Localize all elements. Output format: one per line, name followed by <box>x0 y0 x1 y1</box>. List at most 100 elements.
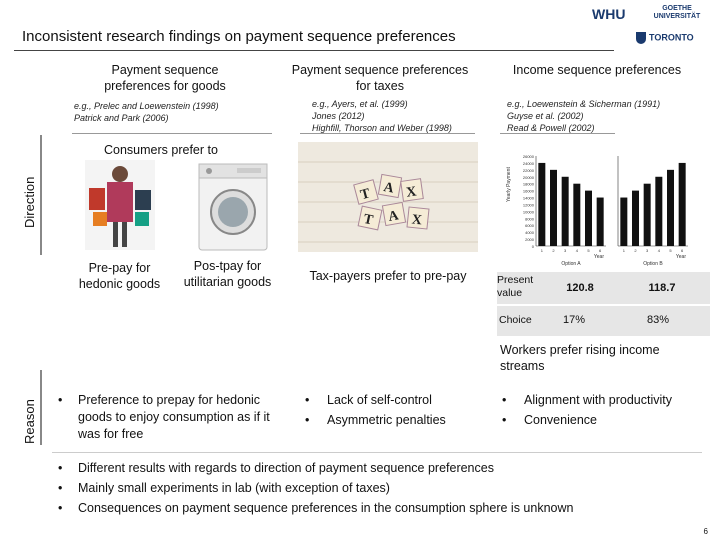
taxes-cite-1: e.g., Ayers, et al. (1999) <box>312 99 408 109</box>
goods-separator <box>72 133 272 134</box>
svg-text:X: X <box>405 184 417 200</box>
chart-ytick-label: 18000 <box>523 182 535 187</box>
shopping-bag-red <box>89 188 105 210</box>
present-value-b: 118.7 <box>648 282 676 294</box>
goods-reason-list: • Preference to prepay for hedonic goods… <box>58 392 283 443</box>
income-stream-chart: Yearly Payment02000400060008000100001200… <box>506 154 688 267</box>
chart-ytick-label: 26000 <box>523 154 535 159</box>
income-cite-1: e.g., Loewenstein & Sicherman (1991) <box>507 99 661 109</box>
svg-text:A: A <box>382 180 395 197</box>
summary-item-3: Consequences on payment sequence prefere… <box>78 501 574 515</box>
chart-bar <box>585 190 592 246</box>
svg-text:T: T <box>362 212 375 229</box>
taxes-citations: e.g., Ayers, et al. (1999) Jones (2012) … <box>312 98 492 134</box>
postpay-utilitarian-label: Pos-tpay for utilitarian goods <box>183 259 272 289</box>
tax-dice-image: T A X T A X <box>298 142 478 252</box>
chart-panel-name: Option A <box>561 261 581 267</box>
chart-xlabel: Year <box>594 254 604 260</box>
direction-bar <box>40 135 42 255</box>
chart-xtick-label: 4 <box>576 248 579 253</box>
chart-ytick-label: 24000 <box>523 161 535 166</box>
summary-list: • Different results with regards to direc… <box>58 460 708 520</box>
title-divider <box>14 50 614 51</box>
income-separator <box>500 133 615 134</box>
taxpayers-prefer-label: Tax-payers prefer to pre-pay <box>309 269 467 283</box>
chart-ytick-label: 10000 <box>523 209 535 214</box>
chart-xtick-label: 3 <box>646 248 649 253</box>
chart-bar <box>667 169 674 246</box>
chart-bar <box>561 176 569 246</box>
chart-xtick-label: 6 <box>681 248 684 253</box>
list-item: • Consequences on payment sequence prefer… <box>58 500 708 520</box>
chart-ytick-label: 6000 <box>525 223 535 228</box>
list-item: • Lack of self-control <box>305 392 485 412</box>
goods-cite-2: Patrick and Park (2006) <box>74 113 169 123</box>
chart-xtick-label: 4 <box>658 248 661 253</box>
taxes-reason-1: Lack of self-control <box>327 393 432 407</box>
income-reason-2: Convenience <box>524 413 597 427</box>
chart-xtick-label: 5 <box>669 248 672 253</box>
goods-cite-1: e.g., Prelec and Loewenstein (1998) <box>74 101 219 111</box>
goods-heading: Payment sequence preferences for goods <box>104 63 226 93</box>
chart-xtick-label: 5 <box>587 248 590 253</box>
bullet: • <box>58 461 63 475</box>
taxes-reason-list: • Lack of self-control • Asymmetric penalt… <box>305 392 485 432</box>
chart-xtick-label: 2 <box>634 248 637 253</box>
bullet: • <box>502 413 507 427</box>
chart-ytick-label: 0 <box>532 244 535 249</box>
list-item: • Convenience <box>502 412 712 432</box>
chart-xtick-label: 1 <box>623 248 626 253</box>
taxes-cite-3: Highfill, Thorson and Weber (1998) <box>312 123 452 133</box>
bullet: • <box>58 501 63 515</box>
chart-panel-name: Option B <box>643 261 663 267</box>
goods-citations: e.g., Prelec and Loewenstein (1998) Patr… <box>74 100 284 124</box>
shopper-head <box>112 166 128 182</box>
chart-bar <box>550 169 557 246</box>
chart-ytick-label: 20000 <box>523 175 535 180</box>
reason-bar <box>40 370 42 445</box>
list-item: • Mainly small experiments in lab (with e… <box>58 480 708 500</box>
bullet: • <box>502 393 507 407</box>
chart-ytick-label: 14000 <box>523 196 535 201</box>
slide-title: Inconsistent research findings on paymen… <box>22 28 456 45</box>
income-heading: Income sequence preferences <box>512 63 682 77</box>
goods-reason-item: Preference to prepay for hedonic goods t… <box>78 393 270 441</box>
bullet: • <box>305 393 310 407</box>
prepay-hedonic-label: Pre-pay for hedonic goods <box>78 261 161 291</box>
chart-ylabel: Yearly Payment <box>506 167 512 202</box>
chart-bar <box>655 176 663 246</box>
summary-item-2: Mainly small experiments in lab (with ex… <box>78 481 390 495</box>
taxes-cite-2: Jones (2012) <box>312 111 365 121</box>
chart-bar <box>596 197 604 246</box>
chart-bar <box>678 162 686 246</box>
bullet: • <box>58 393 63 407</box>
chart-bar <box>632 190 639 246</box>
toronto-logo-text: TORONTO <box>649 32 694 43</box>
toronto-crest-icon <box>636 32 646 44</box>
present-value-a: 120.8 <box>566 282 594 294</box>
taxes-heading: Payment sequence preferences for taxes <box>291 63 469 93</box>
shopping-bag-pink <box>107 182 133 222</box>
income-cite-3: Read & Powell (2002) <box>507 123 595 133</box>
chart-ytick-label: 8000 <box>525 216 535 221</box>
choice-a: 17% <box>562 314 586 326</box>
chart-ytick-label: 16000 <box>523 189 535 194</box>
chart-bar <box>620 197 628 246</box>
bullet: • <box>58 481 63 495</box>
whu-logo-text: WHU <box>592 6 626 22</box>
page-number: 6 <box>703 527 708 536</box>
shopper-image <box>85 160 155 250</box>
chart-xtick-label: 1 <box>541 248 544 253</box>
list-item: • Different results with regards to direc… <box>58 460 708 480</box>
income-reason-list: • Alignment with productivity • Convenienc… <box>502 392 712 432</box>
income-cite-2: Guyse et al. (2002) <box>507 111 584 121</box>
chart-bar <box>538 162 546 246</box>
table-row-divider <box>497 304 710 306</box>
summary-item-1: Different results with regards to direct… <box>78 461 494 475</box>
chart-ytick-label: 22000 <box>523 168 535 173</box>
goethe-logo: GOETHE UNIVERSITÄT <box>653 5 701 20</box>
chart-xlabel: Year <box>676 254 686 260</box>
income-reason-1: Alignment with productivity <box>524 393 672 407</box>
chart-xtick-label: 3 <box>564 248 567 253</box>
chart-xtick-label: 2 <box>552 248 555 253</box>
